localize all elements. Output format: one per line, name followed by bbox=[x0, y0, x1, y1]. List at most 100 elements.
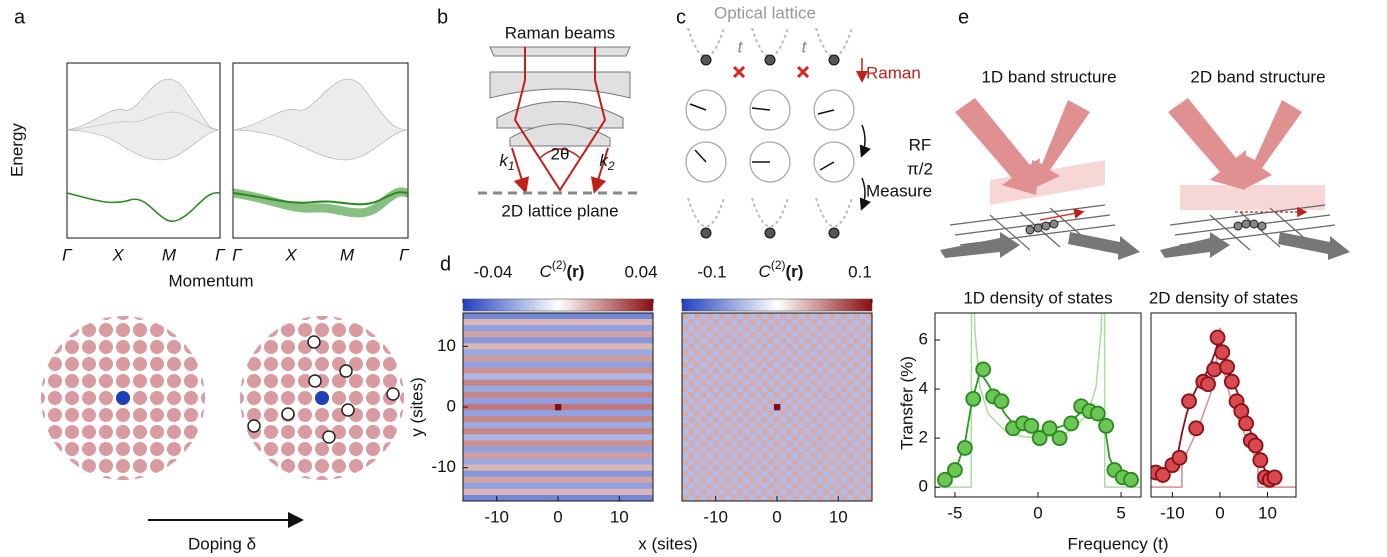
cell bbox=[859, 410, 867, 417]
cell bbox=[847, 349, 854, 356]
cell bbox=[694, 343, 701, 350]
cell bbox=[835, 397, 842, 405]
cell bbox=[688, 403, 695, 411]
cell bbox=[682, 385, 689, 393]
cell bbox=[718, 434, 726, 441]
cell bbox=[682, 403, 689, 411]
x-tick-label: 0 bbox=[1033, 503, 1042, 522]
cell bbox=[724, 458, 732, 465]
cell bbox=[718, 391, 726, 399]
axis-label: x (sites) bbox=[638, 534, 698, 553]
cell bbox=[767, 373, 775, 381]
cell bbox=[718, 367, 726, 374]
cell bbox=[761, 379, 769, 387]
cell bbox=[841, 494, 848, 502]
cell bbox=[761, 440, 769, 447]
cell bbox=[737, 343, 744, 350]
cell bbox=[865, 391, 873, 399]
cell bbox=[810, 319, 818, 326]
cell bbox=[847, 373, 854, 381]
band-plots: Γ X M Γ Γ X M Γ Energy Momentum bbox=[7, 62, 410, 290]
cell bbox=[810, 325, 818, 332]
point bbox=[947, 462, 963, 478]
cell bbox=[724, 440, 732, 447]
cell bbox=[841, 470, 848, 478]
cell bbox=[841, 385, 848, 393]
cell bbox=[804, 361, 812, 368]
cell bbox=[829, 379, 836, 387]
cell bbox=[853, 464, 861, 471]
cell bbox=[835, 391, 842, 399]
cell bbox=[847, 410, 854, 417]
cell bbox=[767, 410, 775, 417]
cell bbox=[743, 458, 750, 465]
cell bbox=[773, 446, 781, 453]
cell bbox=[865, 494, 873, 502]
cell bbox=[853, 428, 861, 435]
x-tick-label: -10 bbox=[703, 507, 728, 526]
cell bbox=[829, 319, 836, 326]
cell bbox=[718, 331, 726, 338]
cell bbox=[688, 470, 695, 478]
cell bbox=[847, 337, 854, 344]
cell bbox=[737, 410, 744, 417]
plot-area bbox=[1151, 327, 1296, 488]
cell bbox=[694, 464, 701, 471]
cell bbox=[859, 385, 867, 393]
cell bbox=[755, 470, 762, 478]
cell bbox=[780, 470, 787, 478]
cell bbox=[786, 428, 793, 435]
heatmap-row bbox=[463, 488, 653, 496]
cell bbox=[786, 410, 793, 417]
cell bbox=[786, 434, 793, 441]
cell bbox=[749, 470, 756, 478]
cell bbox=[700, 397, 707, 405]
cell bbox=[865, 458, 873, 465]
cell bbox=[731, 367, 738, 374]
cell bbox=[792, 410, 799, 417]
cell bbox=[767, 488, 775, 496]
cell bbox=[847, 422, 854, 429]
cell bbox=[743, 403, 750, 411]
cell bbox=[724, 313, 732, 320]
cell bbox=[694, 397, 701, 405]
cell bbox=[554, 403, 562, 411]
cell bbox=[773, 319, 781, 326]
cell bbox=[700, 494, 707, 502]
cell bbox=[688, 355, 695, 362]
panel-label: d bbox=[440, 253, 451, 275]
cell bbox=[682, 458, 689, 465]
cell bbox=[688, 373, 695, 381]
cell bbox=[755, 410, 762, 417]
cell bbox=[712, 434, 720, 441]
cell bbox=[816, 403, 824, 411]
protocol: Optical lattice t t Raman RF π/2 Measure bbox=[685, 3, 933, 239]
axis-label: Momentum bbox=[168, 271, 253, 290]
cell bbox=[706, 397, 713, 405]
cell bbox=[822, 349, 830, 356]
cell bbox=[718, 428, 726, 435]
cell bbox=[694, 325, 701, 332]
cell bbox=[688, 494, 695, 502]
heatmap-row bbox=[463, 482, 653, 490]
cell bbox=[682, 422, 689, 429]
cell bbox=[841, 367, 848, 374]
cell bbox=[718, 313, 726, 320]
cell bbox=[755, 313, 762, 320]
cell bbox=[816, 476, 824, 484]
cell bbox=[712, 331, 720, 338]
x-tick-label: 10 bbox=[1258, 503, 1277, 522]
cell bbox=[835, 422, 842, 429]
cell bbox=[810, 458, 818, 465]
cell bbox=[749, 403, 756, 411]
cell bbox=[773, 403, 781, 411]
cell bbox=[816, 428, 824, 435]
cell bbox=[798, 337, 805, 344]
cell bbox=[847, 313, 854, 320]
cell bbox=[724, 482, 732, 490]
cell bbox=[822, 325, 830, 332]
cell bbox=[694, 373, 701, 381]
cell bbox=[810, 476, 818, 484]
cell bbox=[688, 313, 695, 320]
cell bbox=[780, 313, 787, 320]
